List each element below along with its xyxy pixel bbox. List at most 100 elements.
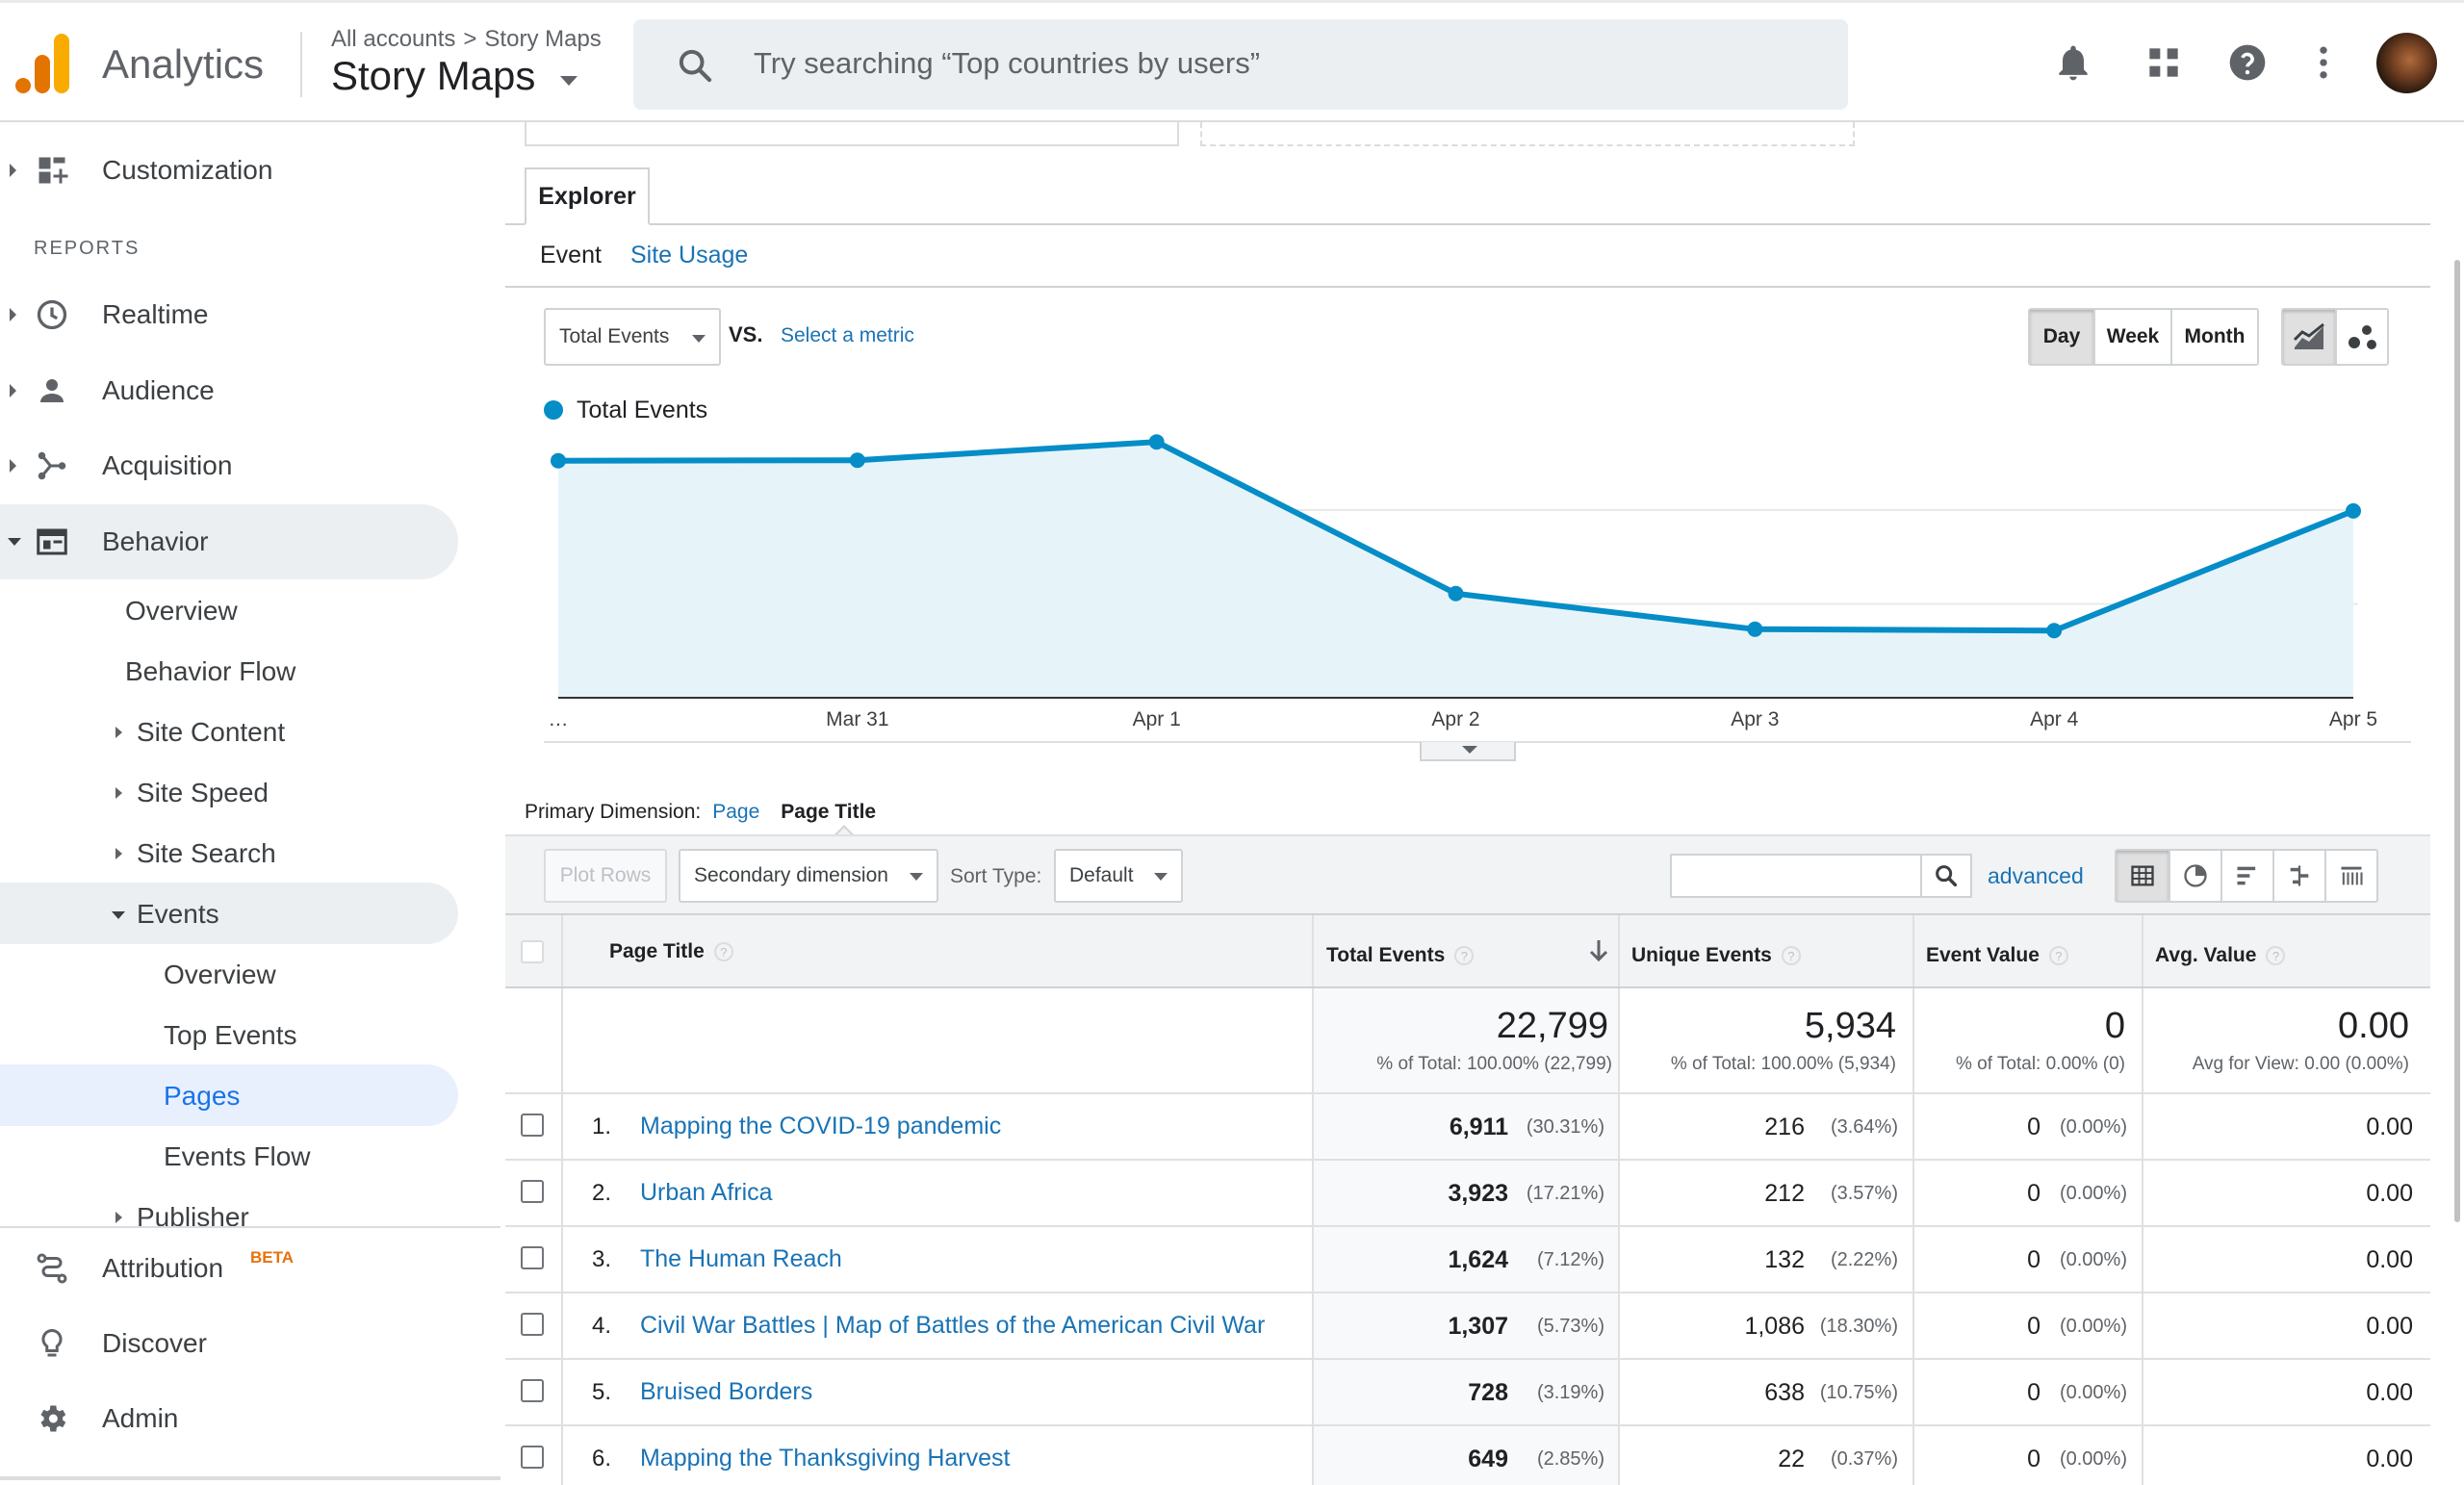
secondary-dimension-select[interactable]: Secondary dimension [679,849,938,903]
breadcrumb-all-accounts[interactable]: All accounts [331,26,456,52]
sidebar-bottom-border [0,1476,500,1480]
total-events-total-sub: % of Total: 100.00% (22,799) [1376,1054,1612,1074]
apps-grid-icon[interactable] [2143,41,2185,84]
performance-view-button[interactable] [2220,851,2272,901]
line-chart-button[interactable] [2283,310,2335,364]
breadcrumb-account[interactable]: Story Maps [484,26,602,52]
total-events-pct: (17.21%) [1526,1183,1604,1204]
row-checkbox[interactable] [521,1379,544,1402]
data-point [1747,621,1763,637]
page-title-link[interactable]: The Human Reach [640,1245,842,1272]
row-checkbox[interactable] [521,1246,544,1269]
col-label: Event Value [1926,944,2040,966]
dimension-page-link[interactable]: Page [712,801,760,823]
help-icon[interactable]: ? [1781,946,1801,965]
subtab-event[interactable]: Event [540,242,602,269]
sidebar-item-label: Admin [102,1403,179,1433]
sidebar-item-label: Site Content [137,717,286,747]
col-divider [1312,1227,1618,1292]
col-avg-value[interactable]: Avg. Value? [2155,944,2286,967]
sidebar-item-behavior-flow[interactable]: Behavior Flow [125,656,296,686]
sidebar-item-pages[interactable]: Pages [164,1081,241,1111]
table-search-input[interactable] [1670,854,1922,898]
motion-chart-button[interactable] [2335,310,2387,364]
help-icon[interactable]: ? [713,942,733,961]
percentage-view-button[interactable] [2169,851,2220,901]
sort-desc-arrow-icon[interactable] [1588,938,1609,963]
bell-icon[interactable] [2052,41,2094,84]
help-icon[interactable]: ? [1454,946,1475,965]
col-divider [1618,1426,1620,1485]
sidebar-item-events-flow[interactable]: Events Flow [164,1141,311,1171]
col-divider [1312,1094,1618,1159]
page-title-link[interactable]: Urban Africa [640,1179,773,1206]
help-icon[interactable] [2226,41,2269,84]
col-divider [561,1360,563,1424]
comparison-view-button[interactable] [2272,851,2324,901]
sidebar-item-publisher[interactable]: Publisher [116,1202,249,1233]
col-total-events[interactable]: Total Events? [1326,944,1475,967]
row-number: 5. [592,1379,612,1405]
sidebar-item-events[interactable]: Events [112,899,219,930]
advanced-filter-link[interactable]: advanced [1988,863,2084,888]
search-input[interactable]: Try searching “Top countries by users” [754,46,1261,80]
col-divider [1912,1360,1914,1424]
subtab-site-usage[interactable]: Site Usage [630,242,749,269]
select-all-checkbox[interactable] [521,940,544,963]
active-section-highlight [0,504,458,579]
row-number: 6. [592,1446,612,1472]
data-view-button[interactable] [2117,851,2169,901]
week-button[interactable]: Week [2093,310,2170,364]
sidebar-item-events-overview[interactable]: Overview [164,960,276,989]
day-button[interactable]: Day [2030,310,2093,364]
page-title-link[interactable]: Bruised Borders [640,1378,813,1405]
sort-type-select[interactable]: Default [1054,849,1183,903]
table-row: 6. Mapping the Thanksgiving Harvest 649 (2.… [505,1426,2430,1485]
row-checkbox[interactable] [521,1446,544,1469]
metric-select[interactable]: Total Events [544,308,721,366]
help-icon[interactable]: ? [2266,946,2286,965]
clock-icon [37,299,67,330]
page-title-link[interactable]: Mapping the COVID-19 pandemic [640,1113,1002,1139]
event-value-value: 0 [2027,1313,2040,1340]
events-highlight [0,883,458,944]
row-checkbox[interactable] [521,1313,544,1336]
analytics-logo-icon[interactable] [15,34,71,93]
col-label: Total Events [1326,944,1446,966]
sidebar-item-behavior-overview[interactable]: Overview [125,596,238,626]
pivot-view-button[interactable] [2324,851,2376,901]
collapse-arrow-icon [8,538,21,546]
col-event-value[interactable]: Event Value? [1926,944,2068,967]
unique-events-total: 5,934 [1804,1006,1896,1046]
help-icon[interactable]: ? [2048,946,2068,965]
sidebar-item-top-events[interactable]: Top Events [164,1020,297,1050]
avatar[interactable] [2376,33,2437,93]
sidebar-item-site-content[interactable]: Site Content [116,717,286,748]
page-title-link[interactable]: Mapping the Thanksgiving Harvest [640,1445,1011,1472]
sidebar-item-site-search[interactable]: Site Search [116,838,276,869]
sidebar-item-site-speed[interactable]: Site Speed [116,778,269,808]
scrollbar[interactable] [2454,260,2460,1222]
col-page-title[interactable]: Page Title? [609,940,733,963]
month-button[interactable]: Month [2170,310,2257,364]
tab-explorer[interactable]: Explorer [525,167,650,225]
property-selector[interactable]: Story Maps [331,53,536,98]
more-vert-icon[interactable] [2302,41,2345,84]
plot-rows-button[interactable]: Plot Rows [544,849,667,903]
sidebar-item-label: Site Search [137,838,276,868]
event-value-pct: (0.00%) [2059,1316,2127,1337]
chevron-down-icon[interactable] [560,76,578,86]
breadcrumb[interactable]: All accounts > Story Maps [331,26,602,53]
table-toolbar: Plot Rows Secondary dimension Sort Type:… [505,834,2430,913]
row-checkbox[interactable] [521,1114,544,1137]
table-search-button[interactable] [1920,854,1972,898]
chart-collapse-toggle[interactable] [1420,742,1516,761]
bar-list-icon [2237,866,2256,885]
search-bar[interactable]: Try searching “Top countries by users” [633,19,1848,110]
select-metric-link[interactable]: Select a metric [781,324,914,346]
page-title-link[interactable]: Civil War Battles | Map of Battles of th… [640,1312,1266,1339]
col-unique-events[interactable]: Unique Events? [1631,944,1801,967]
row-checkbox[interactable] [521,1180,544,1203]
col-divider [561,1293,563,1358]
attribution-icon [37,1253,67,1284]
